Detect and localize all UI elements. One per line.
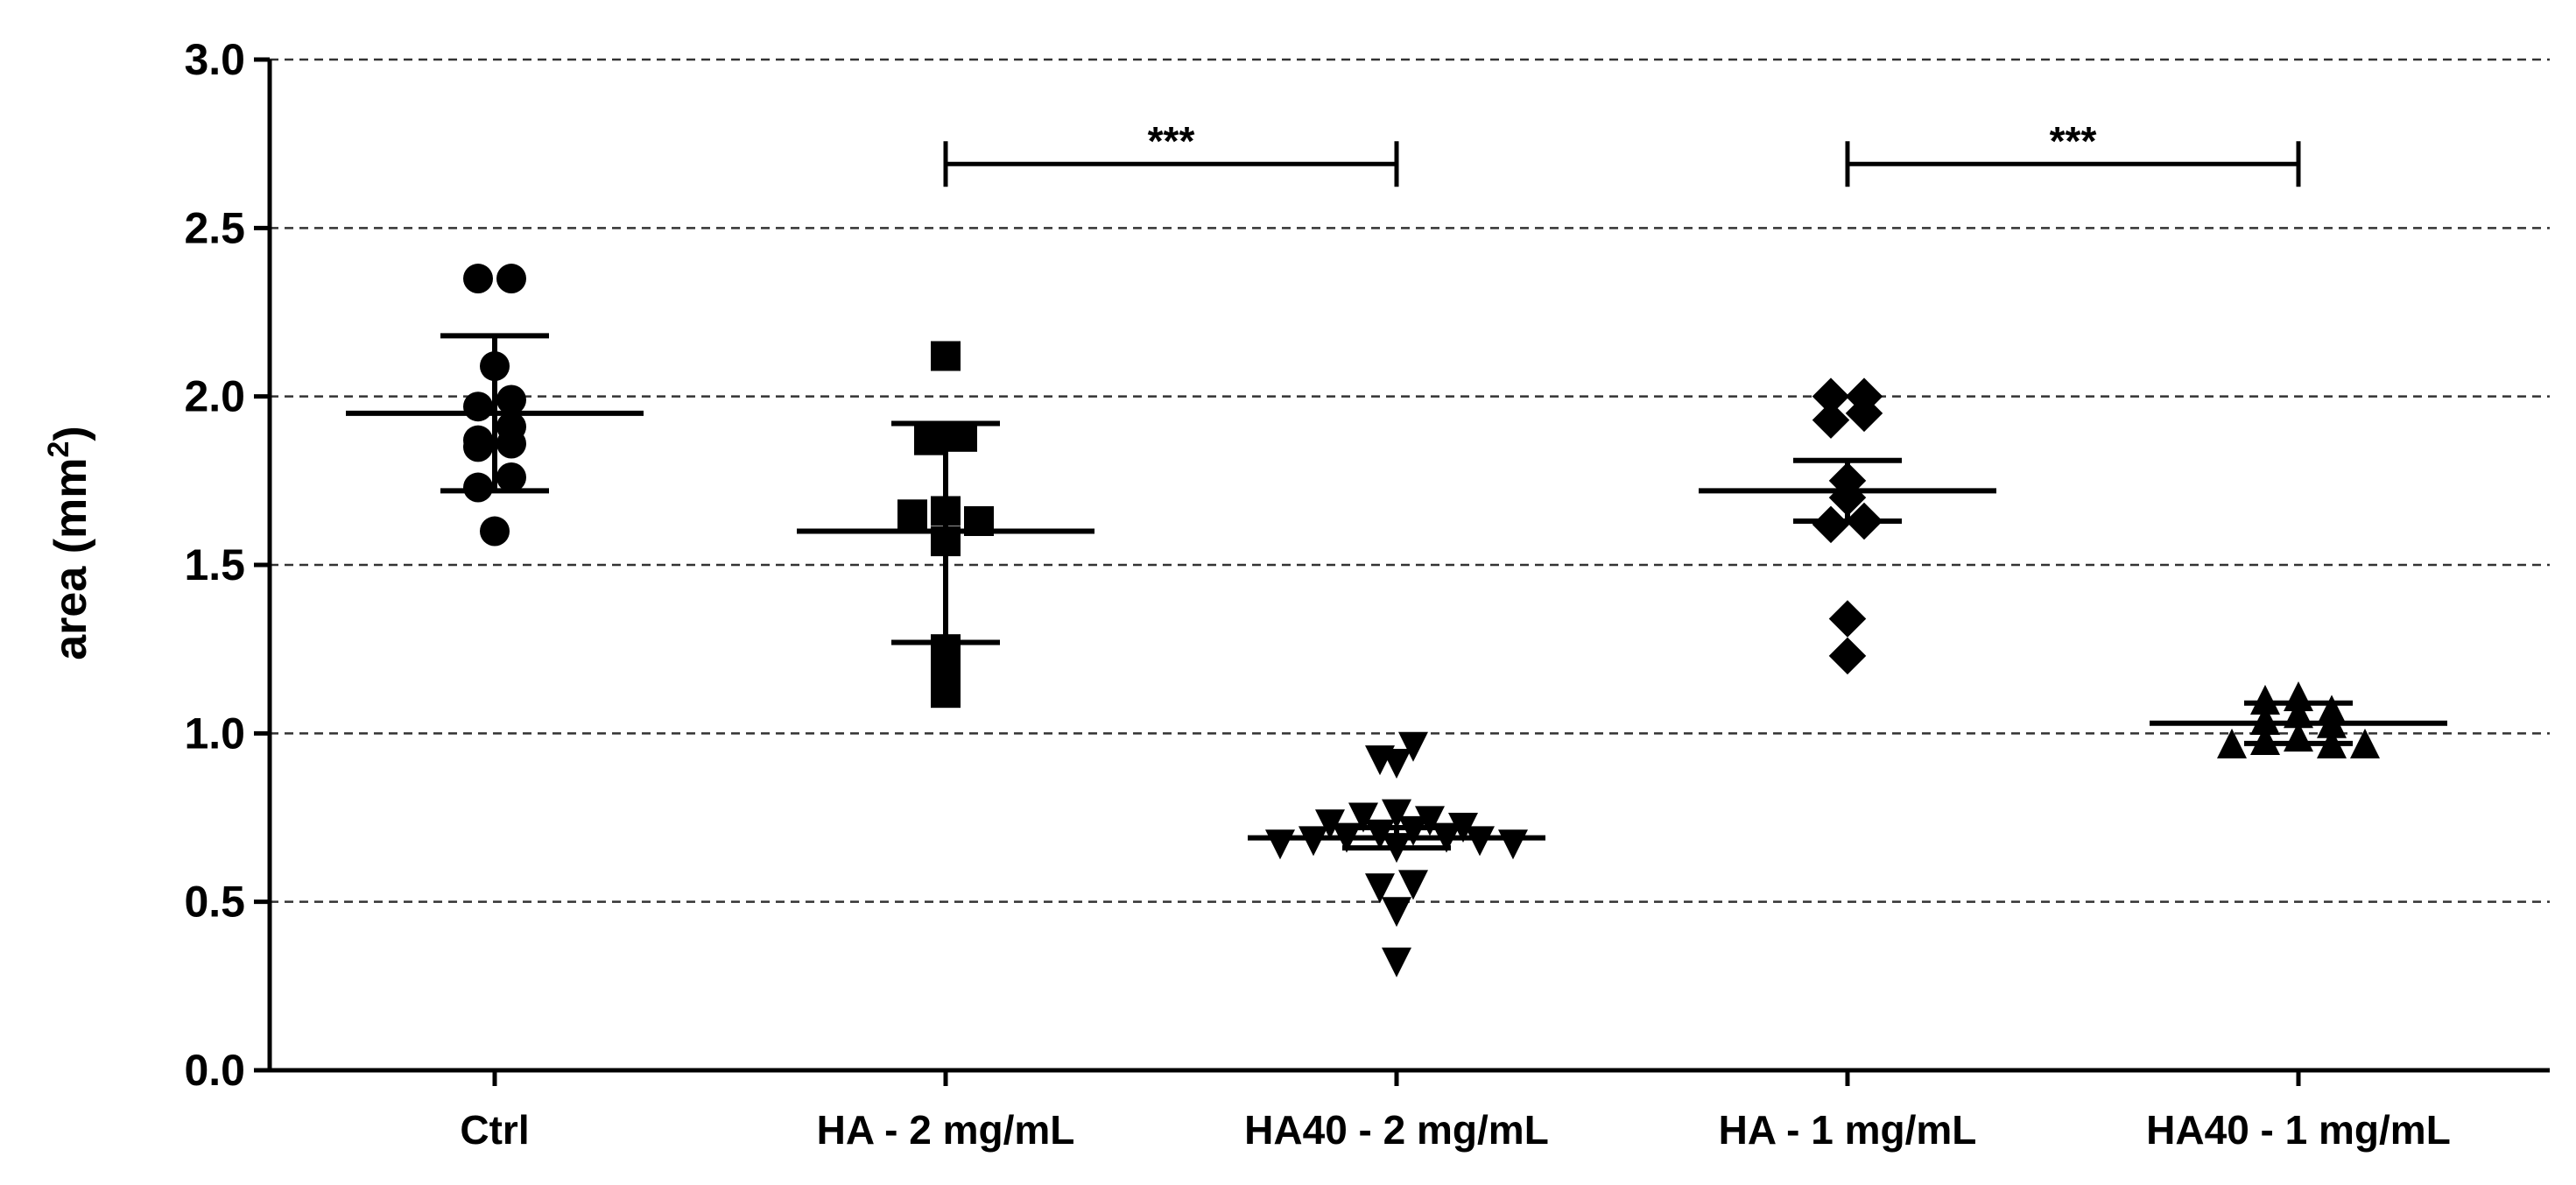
data-point-square: [897, 499, 927, 530]
data-point-diamond: [1812, 505, 1850, 544]
y-tick-label: 1.5: [184, 540, 245, 589]
data-point-diamond: [1828, 637, 1867, 675]
data-point-triangle-down: [1348, 802, 1378, 833]
data-point-circle: [496, 384, 526, 415]
data-point-triangle-down: [1265, 829, 1295, 860]
data-point-circle: [463, 264, 493, 294]
data-point-triangle-down: [1299, 826, 1328, 857]
significance-annotations: *** ***: [943, 118, 2301, 187]
y-tick-label: 2.5: [184, 203, 245, 252]
y-tick-label: 0.0: [184, 1046, 245, 1095]
data-point-triangle-up: [2250, 684, 2280, 715]
y-axis-title: area (mm2): [42, 426, 96, 660]
data-point-triangle-down: [1382, 748, 1411, 779]
y-tick-label: 3.0: [184, 35, 245, 84]
y-axis-title-close: ): [46, 426, 96, 441]
y-tick-label: 0.5: [184, 878, 245, 927]
data-point-circle: [496, 428, 526, 459]
data-point-diamond: [1845, 394, 1883, 433]
data-point-triangle-down: [1315, 809, 1345, 840]
data-point-circle: [480, 516, 510, 547]
data-point-triangle-down: [1382, 947, 1411, 977]
data-point-circle: [496, 462, 526, 492]
x-category-label: HA40 - 1 mg/mL: [2146, 1107, 2451, 1153]
mean-and-error-bars: [346, 333, 2447, 851]
data-point-triangle-down: [1382, 897, 1411, 928]
grid-lines: [270, 58, 2550, 903]
data-point-triangle-up: [2217, 728, 2247, 758]
data-point-square: [914, 425, 944, 455]
data-point-circle: [463, 432, 493, 462]
data-point-triangle-up: [2250, 725, 2280, 756]
data-point-circle: [496, 264, 526, 294]
data-point-circle: [463, 391, 493, 422]
x-category-label: HA40 - 2 mg/mL: [1244, 1107, 1549, 1153]
data-point-triangle-down: [1398, 815, 1428, 846]
data-point-triangle-down: [1382, 799, 1411, 829]
data-point-triangle-down: [1448, 813, 1478, 843]
y-tick-label: 2.0: [184, 372, 245, 421]
data-point-triangle-up: [2350, 728, 2380, 758]
significance-label: ***: [2050, 118, 2097, 164]
data-point-square: [931, 341, 961, 371]
x-category-label: HA - 2 mg/mL: [817, 1107, 1075, 1153]
x-category-label: HA - 1 mg/mL: [1719, 1107, 1977, 1153]
x-axis-category-labels: Ctrl HA - 2 mg/mL HA40 - 2 mg/mL HA - 1 mg/…: [460, 1070, 2451, 1153]
y-axis-ticks: 0.0 0.5 1.0 1.5 2.0 2.5 3.0: [184, 35, 270, 1095]
data-point-circle: [463, 472, 493, 503]
data-point-triangle-down: [1398, 870, 1428, 900]
y-axis-title-main: area (mm: [46, 458, 96, 660]
data-point-diamond: [1828, 600, 1867, 638]
data-points: [463, 264, 2380, 977]
data-point-triangle-down: [1398, 731, 1428, 762]
data-point-triangle-down: [1498, 829, 1528, 860]
x-category-label: Ctrl: [460, 1107, 529, 1153]
data-point-square: [931, 678, 961, 709]
significance-label: ***: [1148, 118, 1195, 164]
data-point-triangle-up: [2250, 704, 2280, 735]
data-point-triangle-down: [1465, 826, 1495, 857]
y-tick-label: 1.0: [184, 709, 245, 758]
data-point-square: [947, 421, 977, 452]
data-point-diamond: [1812, 377, 1850, 415]
data-point-diamond: [1812, 401, 1850, 439]
data-point-triangle-down: [1365, 873, 1395, 904]
y-axis-title-superscript: 2: [42, 441, 75, 458]
data-point-triangle-down: [1415, 806, 1445, 836]
